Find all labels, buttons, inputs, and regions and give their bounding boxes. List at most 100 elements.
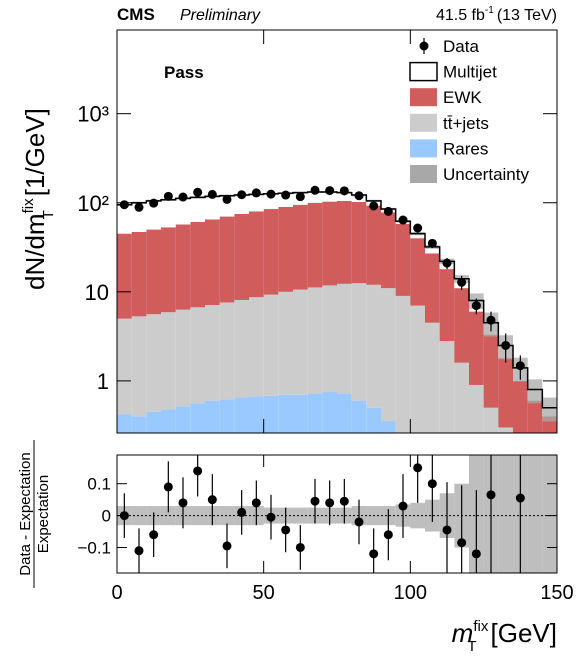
lumi: 41.5 fb-1 (13 TeV): [436, 5, 557, 24]
legend-swatch: [410, 113, 437, 132]
stack-bar: [322, 285, 337, 393]
ratio-label-top: Data - Expectation: [17, 452, 34, 575]
stack-bar: [146, 229, 161, 315]
stack-bar: [175, 309, 191, 407]
legend-label: Multijet: [443, 63, 497, 82]
legend-swatch: [410, 88, 437, 107]
ratio-point: [369, 549, 379, 559]
stack-bar: [161, 312, 176, 410]
ratio-point: [310, 496, 320, 506]
y-tick-label: 10²: [77, 191, 109, 216]
ratio-point: [486, 490, 496, 500]
stack-bar: [117, 233, 132, 319]
data-point: [119, 200, 129, 210]
y-tick-label: 1: [97, 369, 109, 394]
stack-bar: [307, 192, 323, 203]
x-tick-label: 0: [111, 582, 122, 604]
data-point: [193, 187, 203, 197]
stack-bar: [498, 427, 513, 433]
stack-bar: [439, 341, 455, 433]
stack-bar: [322, 201, 337, 286]
legend-label: tt̄+jets: [443, 114, 489, 133]
ratio-uncertainty-band: [527, 455, 543, 573]
stack-bar: [131, 416, 147, 433]
ratio-point: [383, 530, 393, 540]
stack-bar: [395, 223, 411, 296]
x-label-sub: T: [467, 638, 476, 655]
stack-bar: [117, 414, 132, 433]
x-axis-label: mfix T [GeV]: [452, 618, 557, 655]
ratio-point: [471, 549, 481, 559]
stack-bar: [249, 211, 264, 298]
stack-bar: [366, 407, 381, 433]
ratio-label-bottom: Expectation: [35, 475, 52, 553]
stack-bar: [249, 396, 264, 433]
data-point: [163, 191, 173, 201]
y-label-main: dN/dm: [20, 213, 50, 290]
stack-bar: [425, 253, 440, 323]
stack-bar: [483, 407, 499, 433]
stack-bar: [381, 421, 396, 433]
stack-bar: [410, 233, 425, 239]
x-label-sup: fix: [473, 618, 489, 635]
data-point: [237, 190, 247, 200]
ratio-y-tick-label: 0: [102, 507, 111, 526]
stack-bar: [366, 284, 381, 408]
data-point: [207, 189, 217, 199]
ratio-point: [281, 525, 291, 535]
legend-label: EWK: [443, 88, 482, 107]
stack-bar: [263, 209, 279, 295]
stack-bar: [322, 192, 337, 202]
stack-bar: [322, 392, 337, 433]
data-point: [266, 189, 276, 199]
ratio-point: [398, 501, 408, 511]
lumi-energy: (13 TeV): [497, 7, 557, 24]
stack-bar: [219, 216, 235, 303]
stack-bar: [439, 269, 455, 342]
stack-bar: [146, 411, 161, 433]
data-point: [134, 202, 144, 212]
ratio-point: [222, 541, 232, 551]
stack-bar: [234, 397, 249, 433]
data-point: [178, 192, 188, 202]
stack-bar: [278, 394, 293, 433]
stack-bar: [205, 196, 220, 220]
stack-bar: [263, 395, 279, 433]
stack-bar: [175, 406, 191, 433]
legend: Data Multijet EWK tt̄+jets Rares Uncertainty: [409, 37, 529, 184]
data-point: [339, 186, 349, 196]
uncertainty-band: [542, 397, 557, 422]
data-point: [369, 201, 379, 211]
stack-bar: [146, 314, 161, 412]
ratio-point: [295, 542, 305, 552]
uncertainty-band: [527, 379, 543, 404]
stack-bar: [513, 380, 528, 433]
stack-bar: [219, 399, 235, 433]
stack-bar: [307, 202, 323, 288]
stack-bar: [293, 204, 308, 290]
lumi-value: 41.5 fb: [436, 7, 485, 24]
stack-bar: [351, 283, 367, 401]
ratio-point: [163, 482, 173, 492]
stack-bar: [161, 227, 176, 313]
stack-bar: [190, 403, 205, 433]
data-point: [251, 188, 261, 198]
data-point: [471, 301, 481, 311]
ratio-point: [354, 517, 364, 527]
y-label-sub: T: [40, 210, 57, 219]
data-point: [398, 215, 408, 225]
stack-bar: [337, 393, 352, 433]
stack-bar: [190, 221, 205, 308]
data-point: [149, 198, 159, 208]
ratio-point: [457, 538, 467, 548]
legend-marker: [419, 41, 429, 51]
stack-bar: [249, 297, 264, 397]
ratio-y-tick-label: −0.1: [77, 538, 111, 557]
stack-bar: [131, 231, 147, 317]
stack-bar: [175, 198, 191, 225]
stack-bar: [454, 362, 469, 433]
stack-bar: [175, 224, 191, 310]
y-tick-label: 10³: [77, 102, 109, 127]
stack-bar: [131, 316, 147, 417]
ratio-point: [442, 525, 452, 535]
